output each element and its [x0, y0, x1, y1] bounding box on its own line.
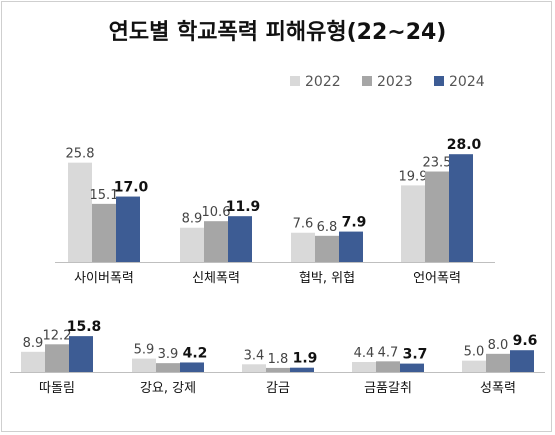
data-label-협박-위협-2022: 7.6 [293, 217, 314, 232]
data-label-언어폭력-2022: 19.9 [399, 169, 428, 184]
bar-따돌림-2023 [45, 344, 69, 372]
bar-언어폭력-2022 [401, 185, 425, 262]
chart-title: 연도별 학교폭력 피해유형(22~24) [108, 20, 447, 45]
bar-협박-위협-2023 [315, 235, 339, 262]
bar-감금-2023 [266, 367, 290, 372]
data-label-따돌림-2023: 12.2 [43, 328, 72, 343]
legend-item-2024: 2024 [434, 74, 485, 90]
category-label-언어폭력: 언어폭력 [413, 271, 461, 286]
bar-성폭력-2024 [510, 350, 534, 372]
bar-신체폭력-2022 [180, 227, 204, 262]
category-label-금품갈취: 금품갈취 [364, 381, 412, 396]
legend-label-2024: 2024 [449, 74, 485, 90]
legend-label-2022: 2022 [305, 74, 341, 90]
bar-신체폭력-2023 [204, 221, 228, 262]
data-label-금품갈취-2023: 4.7 [378, 345, 399, 360]
category-label-강요-강제: 강요, 강제 [140, 381, 196, 396]
data-label-신체폭력-2024: 11.9 [226, 199, 261, 215]
bar-신체폭력-2024 [228, 216, 252, 262]
legend-swatch-2024 [434, 75, 444, 86]
data-label-협박-위협-2024: 7.9 [342, 215, 367, 231]
bar-언어폭력-2023 [425, 171, 449, 262]
data-label-언어폭력-2023: 23.5 [423, 156, 452, 171]
bar-감금-2022 [242, 364, 266, 372]
bar-강요-강제-2024 [180, 362, 204, 372]
data-label-성폭력-2023: 8.0 [488, 338, 509, 353]
data-label-금품갈취-2022: 4.4 [354, 346, 375, 361]
bar-따돌림-2024 [69, 336, 93, 372]
bar-따돌림-2022 [21, 351, 45, 372]
data-label-협박-위협-2023: 6.8 [317, 220, 338, 235]
legend-item-2023: 2023 [362, 74, 413, 90]
data-label-신체폭력-2023: 10.6 [202, 205, 231, 220]
data-label-따돌림-2022: 8.9 [23, 336, 44, 351]
legend-swatch-2023 [362, 75, 372, 86]
category-label-감금: 감금 [266, 381, 290, 396]
bar-사이버폭력-2022 [68, 162, 92, 262]
legend-swatch-2022 [290, 75, 300, 86]
bar-강요-강제-2022 [132, 358, 156, 372]
bar-금품갈취-2022 [352, 362, 376, 372]
data-label-강요-강제-2022: 5.9 [134, 343, 155, 358]
data-label-사이버폭력-2024: 17.0 [114, 180, 149, 196]
legend-item-2022: 2022 [290, 74, 341, 90]
bar-언어폭력-2024 [449, 154, 473, 262]
legend-label-2023: 2023 [377, 74, 413, 90]
data-label-성폭력-2024: 9.6 [513, 333, 538, 349]
data-label-사이버폭력-2022: 25.8 [66, 147, 95, 162]
bar-금품갈취-2023 [376, 361, 400, 372]
data-label-언어폭력-2024: 28.0 [447, 137, 482, 153]
data-label-감금-2022: 3.4 [244, 348, 265, 363]
data-label-감금-2023: 1.8 [268, 352, 289, 367]
data-label-강요-강제-2023: 3.9 [158, 347, 179, 362]
bar-성폭력-2023 [486, 353, 510, 372]
bar-감금-2024 [290, 367, 314, 372]
bar-강요-강제-2023 [156, 363, 180, 372]
data-label-따돌림-2024: 15.8 [67, 319, 102, 335]
category-label-사이버폭력: 사이버폭력 [74, 271, 134, 286]
data-label-금품갈취-2024: 3.7 [403, 347, 428, 363]
category-label-따돌림: 따돌림 [39, 381, 75, 396]
bar-성폭력-2022 [462, 360, 486, 372]
data-label-사이버폭력-2023: 15.1 [90, 188, 119, 203]
data-label-신체폭력-2022: 8.9 [182, 212, 203, 227]
data-label-성폭력-2022: 5.0 [464, 345, 485, 360]
data-label-감금-2024: 1.9 [293, 351, 318, 367]
bar-협박-위협-2024 [339, 231, 363, 262]
data-label-강요-강제-2024: 4.2 [183, 345, 208, 361]
category-label-협박-위협: 협박, 위협 [299, 271, 355, 286]
category-label-신체폭력: 신체폭력 [192, 271, 240, 286]
category-label-성폭력: 성폭력 [480, 381, 516, 396]
bar-금품갈취-2024 [400, 363, 424, 372]
bar-사이버폭력-2024 [116, 196, 140, 262]
bar-사이버폭력-2023 [92, 203, 116, 262]
bar-협박-위협-2022 [291, 232, 315, 262]
